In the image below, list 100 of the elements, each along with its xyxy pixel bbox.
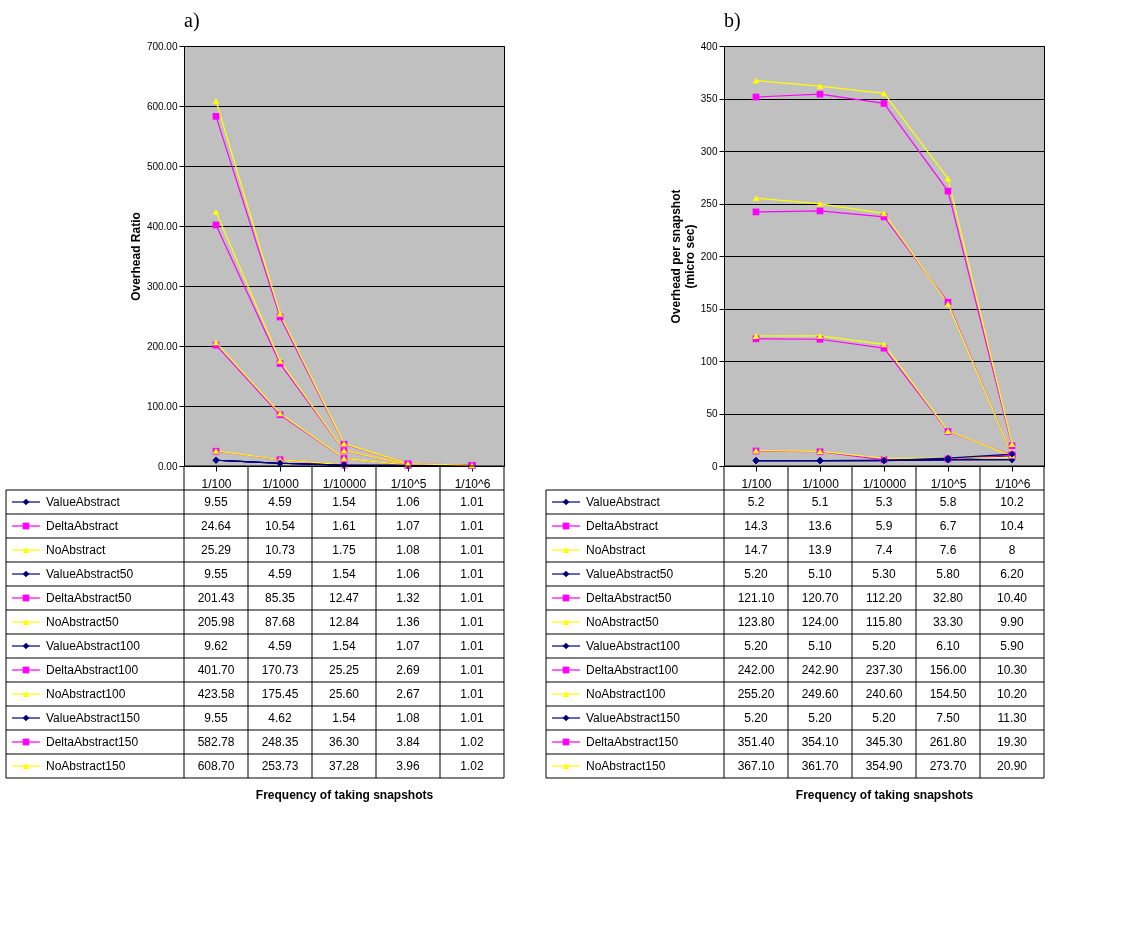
data-label: 13.6 [808,519,832,533]
data-label: 242.90 [801,663,839,677]
data-label: 4.59 [268,495,292,509]
data-label: 201.43 [197,591,235,605]
legend-label: ValueAbstract [46,495,121,509]
y-tick-label: 200.00 [146,340,178,352]
y-axis-title: Overhead Ratio [128,212,143,301]
legend-label: DeltaAbstract50 [46,591,132,605]
y-tick-label: 100.00 [146,400,178,412]
data-label: 354.10 [801,735,839,749]
x-tick-label: 1/10^6 [454,476,491,491]
data-label: 1.54 [332,495,356,509]
data-label: 14.3 [744,519,768,533]
data-label: 170.73 [261,663,299,677]
legend-label: NoAbstract [586,543,647,557]
y-tick-label: 300.00 [146,280,178,292]
legend-label: ValueAbstract [586,495,661,509]
legend-label: ValueAbstract150 [586,711,681,725]
x-tick-label: 1/10^6 [994,476,1031,491]
y-tick-label: 0 [711,460,718,472]
data-label: 154.50 [929,687,967,701]
legend-label: NoAbstract100 [46,687,126,701]
chart-title: a) [184,9,200,32]
data-label: 240.60 [865,687,903,701]
data-label: 33.30 [932,615,964,629]
data-label: 5.8 [939,495,957,509]
data-label: 1.75 [332,543,356,557]
data-label: 85.35 [264,591,296,605]
data-label: 253.73 [261,759,299,773]
data-label: 10.4 [1000,519,1024,533]
data-label: 1.02 [460,759,484,773]
legend-label: DeltaAbstract150 [586,735,679,749]
data-label: 10.73 [264,543,296,557]
data-label: 1.01 [460,615,484,629]
y-tick-label: 400 [700,40,718,52]
data-label: 8 [1008,543,1016,557]
data-label: 5.9 [875,519,893,533]
x-tick-label: 1/100 [201,476,232,491]
data-label: 1.01 [460,639,484,653]
data-label: 7.4 [875,543,893,557]
data-label: 4.59 [268,567,292,581]
x-tick-label: 1/10^5 [390,476,427,491]
data-label: 3.96 [396,759,420,773]
data-label: 5.20 [744,567,768,581]
data-label: 249.60 [801,687,839,701]
data-label: 1.06 [396,567,420,581]
data-label: 12.47 [328,591,360,605]
data-label: 4.59 [268,639,292,653]
y-tick-label: 500.00 [146,160,178,172]
y-tick-label: 600.00 [146,100,178,112]
data-label: 7.50 [936,711,960,725]
y-tick-label: 200 [700,250,718,262]
data-label: 5.20 [808,711,832,725]
x-axis-title: Frequency of taking snapshots [795,787,974,802]
data-label: 1.01 [460,519,484,533]
data-label: 248.35 [261,735,299,749]
legend-label: ValueAbstract50 [586,567,674,581]
data-label: 11.30 [997,711,1027,725]
legend-label: NoAbstract150 [586,759,666,773]
legend-label: NoAbstract150 [46,759,126,773]
data-label: 5.20 [744,711,768,725]
data-label: 1.01 [460,495,484,509]
data-label: 237.30 [865,663,903,677]
data-label: 1.07 [396,639,420,653]
y-tick-label: 350 [700,93,718,104]
data-label: 5.10 [808,567,832,581]
data-label: 242.00 [737,663,775,677]
data-label: 608.70 [197,759,235,773]
legend-label: DeltaAbstract50 [586,591,672,605]
y-axis-title: Overhead per snapshot (micro sec) [668,189,697,324]
data-label: 7.6 [939,543,957,557]
data-label: 24.64 [200,519,232,533]
data-label: 25.25 [328,663,360,677]
data-label: 351.40 [737,735,775,749]
data-label: 6.7 [939,519,957,533]
data-label: 9.90 [1000,615,1024,629]
legend-label: ValueAbstract100 [586,639,681,653]
y-tick-label: 250 [700,198,718,209]
data-label: 1.07 [396,519,420,533]
data-label: 5.20 [744,639,768,653]
data-label: 9.55 [204,711,228,725]
data-label: 112.20 [866,591,903,605]
data-label: 423.58 [197,687,235,701]
data-label: 582.78 [197,735,235,749]
data-label: 25.60 [328,687,360,701]
data-label: 1.54 [332,711,356,725]
data-label: 37.28 [328,759,360,773]
y-tick-label: 50 [706,408,718,419]
data-label: 1.36 [396,615,420,629]
data-label: 121.10 [737,591,775,605]
x-tick-label: 1/100 [741,476,772,491]
x-axis-title: Frequency of taking snapshots [255,787,434,802]
y-tick-label: 100 [700,355,718,367]
data-label: 1.01 [460,591,484,605]
y-tick-label: 0.00 [158,460,178,472]
y-tick-label: 300 [700,145,718,157]
data-label: 175.45 [261,687,299,701]
data-label: 5.1 [811,495,829,509]
legend-label: DeltaAbstract150 [46,735,139,749]
x-tick-label: 1/10000 [862,476,907,491]
